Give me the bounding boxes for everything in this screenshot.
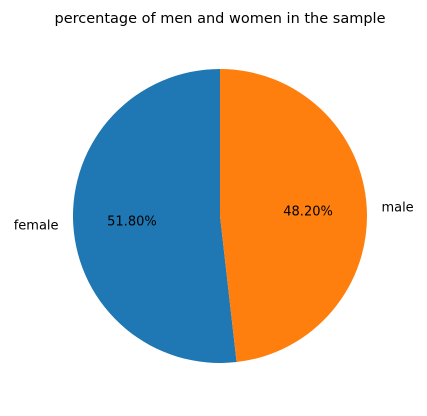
pie-slice-female (72, 69, 237, 363)
slice-percent-female: 51.80% (107, 214, 157, 229)
slice-percent-male: 48.20% (283, 205, 333, 220)
pie-slices (72, 69, 367, 363)
slice-label-female: female (14, 219, 59, 234)
pie-slice-male (220, 69, 367, 363)
pie-labels: female 51.80% male 48.20% (14, 200, 414, 233)
chart-title: percentage of men and women in the sampl… (54, 11, 385, 27)
slice-label-male: male (381, 200, 413, 215)
